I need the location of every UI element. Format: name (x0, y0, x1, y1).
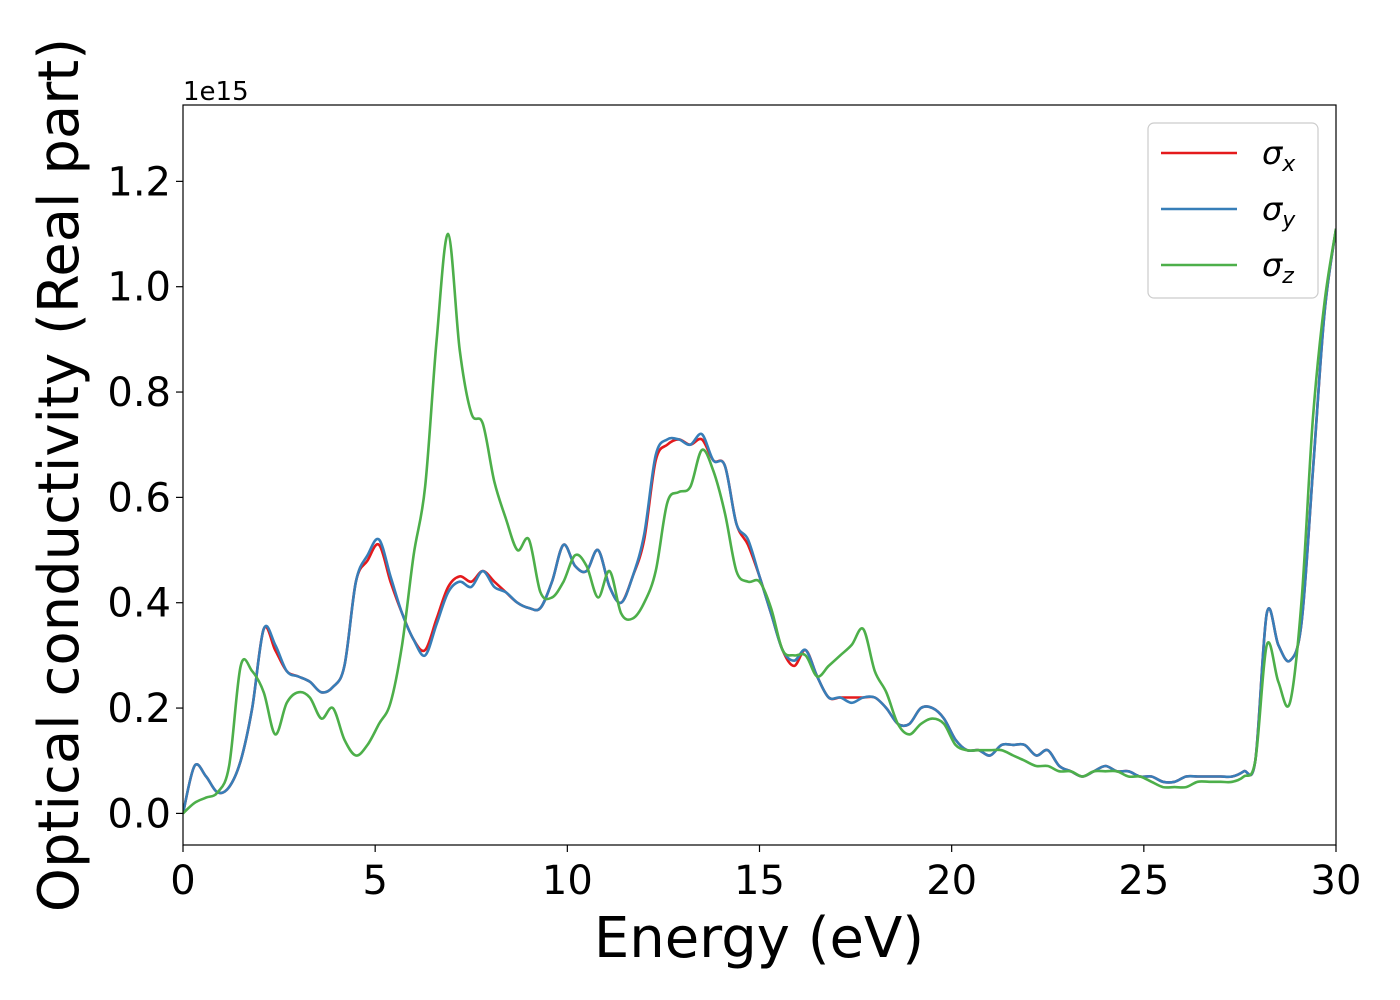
x-tick-label: 30 (1311, 858, 1362, 904)
x-axis-ticks: 0 5 10 15 20 25 30 (170, 845, 1361, 904)
y-tick-label: 0.0 (107, 791, 171, 837)
y-tick-label: 0.4 (107, 581, 171, 627)
x-tick-label: 0 (170, 858, 195, 904)
y-axis-ticks: 0.0 0.2 0.4 0.6 0.8 1.0 1.2 (107, 159, 183, 837)
y-tick-label: 1.2 (107, 159, 171, 205)
legend-box (1147, 122, 1319, 299)
y-tick-label: 0.2 (107, 686, 171, 732)
x-tick-label: 25 (1118, 858, 1169, 904)
series-layer (183, 228, 1336, 815)
y-tick-label: 1.0 (107, 265, 171, 311)
y-axis-label: Optical conductivity (Real part) (27, 38, 92, 912)
x-tick-label: 10 (542, 858, 593, 904)
x-axis-label: Energy (eV) (594, 906, 924, 971)
x-tick-label: 20 (926, 858, 977, 904)
series-line-3 (183, 228, 1336, 815)
y-tick-label: 0.8 (107, 370, 171, 416)
x-tick-label: 15 (734, 858, 785, 904)
x-tick-label: 5 (362, 858, 387, 904)
series-line-2 (183, 228, 1336, 814)
y-offset-label: 1e15 (183, 77, 249, 107)
y-tick-label: 0.6 (107, 475, 171, 521)
